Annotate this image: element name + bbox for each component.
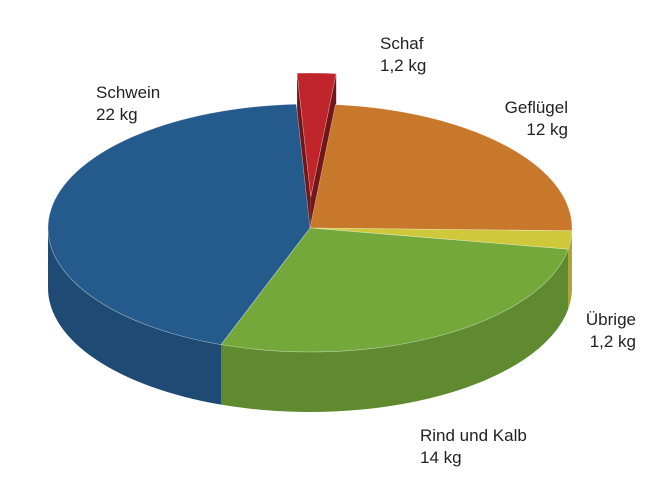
pie-slice-schaf xyxy=(296,72,337,198)
label-uebrige-name: Übrige xyxy=(585,310,636,329)
label-schaf-name: Schaf xyxy=(380,34,424,53)
label-schaf-value: 1,2 kg xyxy=(380,56,427,75)
label-schaf: Schaf 1,2 kg xyxy=(380,33,426,77)
label-schwein-value: 22 kg xyxy=(96,105,138,124)
pie-side-uebrige xyxy=(568,230,572,310)
label-gefluegel: Geflügel 12 kg xyxy=(496,97,568,141)
label-uebrige-value: 1,2 kg xyxy=(589,332,636,351)
pie-slice-rind-und-kalb xyxy=(220,227,569,353)
label-schwein: Schwein 22 kg xyxy=(96,82,160,126)
pie-side-rind-und-kalb xyxy=(221,249,569,412)
label-rind-und-kalb: Rind und Kalb 14 kg xyxy=(420,425,527,469)
label-uebrige: Übrige 1,2 kg xyxy=(574,309,636,353)
pie-slice-gefluegel xyxy=(309,104,573,232)
pie-slice-schwein xyxy=(47,103,311,345)
pie-side-schwein xyxy=(48,228,222,405)
label-gefluegel-value: 12 kg xyxy=(526,120,568,139)
label-schwein-name: Schwein xyxy=(96,83,161,102)
label-gefluegel-name: Geflügel xyxy=(504,98,568,117)
label-rind-und-kalb-value: 14 kg xyxy=(420,448,462,467)
label-rind-und-kalb-name: Rind und Kalb xyxy=(420,426,527,445)
pie-tops xyxy=(47,72,573,353)
